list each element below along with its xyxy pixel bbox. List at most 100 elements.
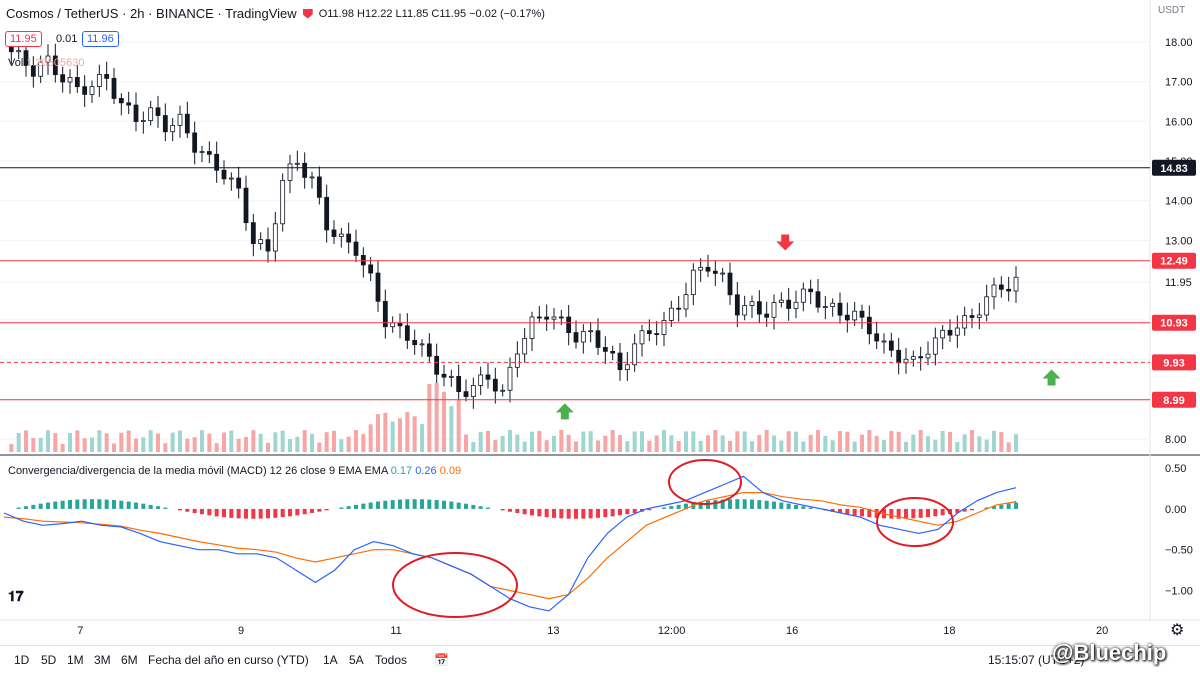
volume-bar <box>589 431 593 452</box>
candle-body <box>244 188 248 222</box>
candle-body <box>508 367 512 390</box>
candle-body <box>926 354 930 358</box>
macd-hist-bar <box>200 509 204 514</box>
volume-bar <box>897 432 901 452</box>
calendar-icon[interactable]: 📅 <box>434 653 449 667</box>
macd-hist-bar <box>618 509 622 515</box>
candle-body <box>706 267 710 271</box>
candle-body <box>435 356 439 374</box>
chart-header: Cosmos / TetherUS · 2h · BINANCE · Tradi… <box>6 6 545 21</box>
candle-body <box>369 265 373 273</box>
candle-body <box>105 74 109 78</box>
volume-bar <box>545 440 549 452</box>
macd-hist-bar <box>383 501 387 509</box>
volume-bar <box>449 406 453 452</box>
candle-body <box>691 270 695 294</box>
flag-icon[interactable] <box>303 9 313 19</box>
range-1d[interactable]: 1D <box>14 653 29 667</box>
candle-body <box>684 295 688 309</box>
candle-body <box>941 330 945 338</box>
volume-bar <box>413 416 417 452</box>
range-all[interactable]: Todos <box>375 653 407 667</box>
candle-body <box>185 114 189 133</box>
tradingview-logo-icon: 𝟏𝟕 <box>8 588 24 605</box>
candle-body <box>713 271 717 273</box>
price-tick-label: 16.00 <box>1165 116 1193 128</box>
range-1m[interactable]: 1M <box>67 653 84 667</box>
candle-body <box>237 178 241 188</box>
volume-bar <box>801 441 805 452</box>
volume-bar <box>845 432 849 452</box>
candle-body <box>831 303 835 306</box>
price-tick-label: 18.00 <box>1165 37 1193 49</box>
candle-body <box>398 323 402 326</box>
price-tick-label: 8.00 <box>1165 434 1186 446</box>
volume-bar <box>383 413 387 452</box>
macd-hist-bar <box>229 509 233 518</box>
range-3m[interactable]: 3M <box>94 653 111 667</box>
ohlc-readout: O11.98 H12.22 L11.85 C11.95 −0.02 (−0.17… <box>319 8 545 20</box>
candle-body <box>200 152 204 153</box>
macd-tick-label: 0.00 <box>1165 504 1186 516</box>
candle-body <box>596 331 600 348</box>
macd-hist-bar <box>530 509 534 515</box>
macd-hist-bar <box>787 504 791 509</box>
candle-body <box>1014 277 1018 291</box>
candle-body <box>772 303 776 318</box>
macd-hist-bar <box>369 503 373 509</box>
candle-body <box>442 374 446 377</box>
level-label: 9.93 <box>1163 357 1184 369</box>
buy-price[interactable]: 11.96 <box>82 31 119 47</box>
volume-bar <box>508 430 512 452</box>
volume-bar <box>303 430 307 452</box>
volume-bar <box>163 443 167 452</box>
volume-bar <box>244 437 248 452</box>
sell-price[interactable]: 11.95 <box>5 31 42 47</box>
candle-body <box>75 77 79 86</box>
currency-label: USDT <box>1158 5 1185 16</box>
volume-bar <box>537 431 541 452</box>
price-chart[interactable]: 18.0017.0016.0015.0014.0013.0011.9511.00… <box>0 0 1200 645</box>
macd-hist-bar <box>361 504 365 509</box>
volume-bar <box>119 433 123 452</box>
candle-body <box>325 197 329 230</box>
time-tick-label: 11 <box>390 625 401 637</box>
symbol-title[interactable]: Cosmos / TetherUS · 2h · BINANCE · Tradi… <box>6 6 297 21</box>
range-6m[interactable]: 6M <box>121 653 138 667</box>
volume-bar <box>46 430 50 452</box>
volume-bar <box>31 438 35 452</box>
volume-bar <box>24 430 28 452</box>
annotation-circle <box>877 498 953 546</box>
gear-icon[interactable]: ⚙ <box>1170 620 1184 640</box>
candle-body <box>156 108 160 116</box>
volume-bar <box>251 430 255 452</box>
volume-bar <box>596 440 600 452</box>
range-1a[interactable]: 1A <box>323 653 338 667</box>
volume-bar <box>1014 434 1018 452</box>
range-5d[interactable]: 5D <box>41 653 56 667</box>
volume-bar <box>860 435 864 452</box>
volume-bar <box>743 431 747 452</box>
range-5a[interactable]: 5A <box>349 653 364 667</box>
volume-bar <box>442 392 446 452</box>
candle-body <box>229 178 233 179</box>
candle-body <box>669 308 673 320</box>
volume-bar <box>567 435 571 452</box>
macd-hist-bar <box>427 500 431 509</box>
range-ytd[interactable]: Fecha del año en curso (YTD) <box>148 653 309 667</box>
macd-hist-bar <box>68 500 72 509</box>
macd-hist-bar <box>75 500 79 509</box>
volume-bar <box>618 435 622 452</box>
volume-bar <box>464 434 468 452</box>
candle-body <box>948 330 952 335</box>
volume-legend: Vol 1.20505630 <box>8 57 84 69</box>
candle-body <box>787 300 791 308</box>
candle-body <box>178 114 182 125</box>
candle-body <box>391 323 395 327</box>
volume-bar <box>904 442 908 452</box>
macd-hist-bar <box>178 509 182 510</box>
candle-body <box>970 316 974 318</box>
macd-hist-bar <box>464 504 468 509</box>
macd-hist-bar <box>31 505 35 509</box>
